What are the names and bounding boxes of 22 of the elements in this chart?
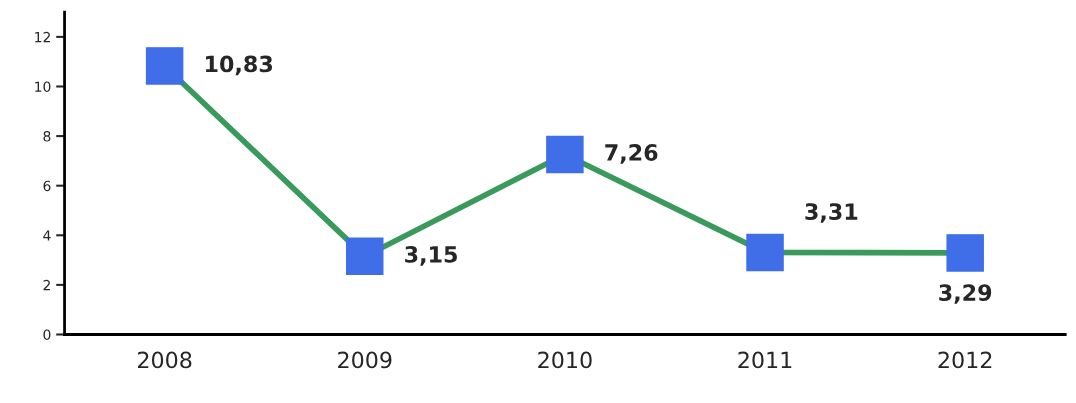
y-tick-label: 2 (43, 279, 50, 291)
point (946, 234, 984, 272)
y-tick-label: 4 (43, 230, 51, 241)
y-tick-label: 6 (43, 180, 51, 192)
y-tick-label: 8 (43, 131, 51, 142)
x-tick-label: 2010 (538, 351, 592, 369)
y-tick-label: 0 (43, 329, 51, 340)
data-label: 3,31 (805, 203, 858, 223)
point (546, 135, 584, 174)
point (145, 47, 184, 85)
x-tick-label: 2008 (137, 351, 192, 369)
x-tick-label: 2009 (338, 351, 392, 369)
y-tick-label: 12 (35, 31, 50, 43)
x-tick-label: 2012 (938, 351, 992, 369)
data-label: 10,83 (206, 55, 273, 76)
point (746, 233, 784, 272)
point (346, 237, 384, 276)
x-tick-label: 2011 (738, 351, 792, 369)
data-label: 3,15 (405, 246, 457, 266)
data-label: 3,29 (939, 284, 992, 304)
y-tick-label: 10 (35, 81, 51, 92)
data-label: 7,26 (605, 144, 658, 164)
